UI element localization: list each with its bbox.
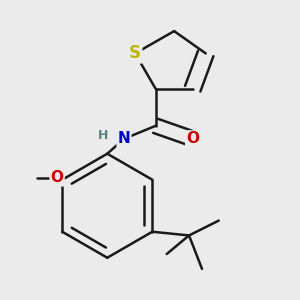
Text: O: O bbox=[186, 131, 199, 146]
Text: N: N bbox=[118, 131, 130, 146]
Text: O: O bbox=[51, 170, 64, 185]
Text: S: S bbox=[129, 44, 141, 62]
Text: H: H bbox=[98, 129, 109, 142]
